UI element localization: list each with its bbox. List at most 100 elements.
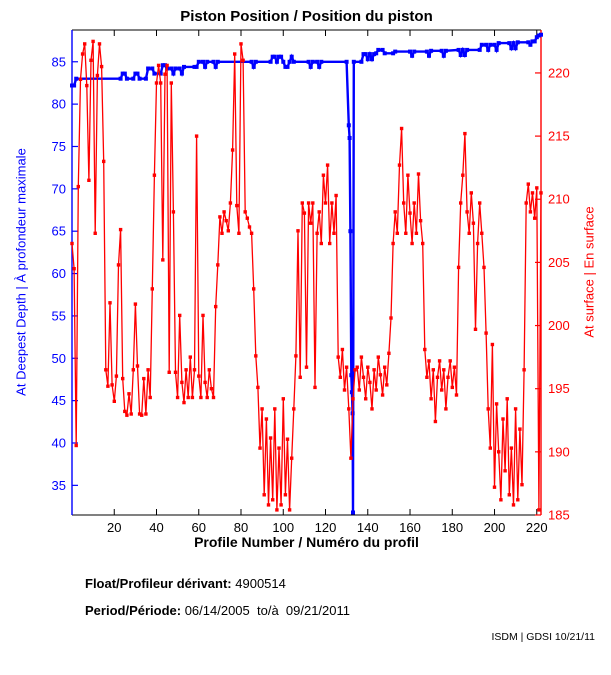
- float-value: 4900514: [235, 576, 286, 591]
- piston-at-deepest-depth-marker: [268, 59, 273, 64]
- left-tick-label: 50: [52, 351, 66, 366]
- piston-at-deepest-depth-marker: [308, 64, 313, 69]
- piston-at-surface-marker: [99, 64, 104, 69]
- piston-at-surface-marker: [78, 77, 83, 81]
- piston-at-surface-marker: [239, 42, 243, 46]
- piston-at-surface-marker: [169, 81, 173, 85]
- piston-at-surface-marker: [233, 52, 237, 56]
- piston-at-deepest-depth-marker: [460, 47, 465, 52]
- piston-at-deepest-depth-marker: [201, 59, 205, 64]
- piston-at-surface-marker: [383, 365, 387, 369]
- piston-at-surface-marker: [444, 407, 448, 411]
- piston-at-surface-marker: [186, 395, 190, 400]
- piston-at-deepest-depth-marker: [456, 47, 461, 52]
- piston-at-surface-marker: [163, 72, 167, 76]
- left-tick-label: 45: [52, 393, 66, 408]
- piston-at-surface-marker: [104, 368, 108, 372]
- piston-at-deepest-depth-marker: [205, 59, 210, 64]
- piston-at-deepest-depth-marker: [494, 47, 499, 52]
- piston-at-surface-marker: [488, 446, 492, 450]
- piston-at-surface-marker: [110, 383, 114, 387]
- piston-at-surface-marker: [154, 81, 159, 85]
- piston-at-surface-marker: [80, 52, 85, 56]
- piston-at-deepest-depth-marker: [133, 71, 138, 76]
- piston-at-deepest-depth-marker: [163, 63, 167, 68]
- piston-at-surface-marker: [118, 227, 123, 232]
- piston-at-surface-marker: [87, 178, 91, 182]
- piston-at-deepest-depth-marker: [528, 42, 533, 47]
- piston-at-deepest-depth-marker: [511, 41, 516, 46]
- piston-at-surface-marker: [450, 385, 454, 390]
- piston-at-surface-marker: [387, 351, 391, 355]
- piston-at-deepest-depth-marker: [515, 40, 520, 45]
- piston-at-surface-marker: [539, 191, 543, 195]
- piston-at-surface-marker: [271, 498, 275, 502]
- piston-at-surface-marker: [370, 407, 374, 411]
- piston-at-surface-marker: [165, 63, 169, 68]
- piston-at-deepest-depth-marker: [412, 49, 417, 54]
- piston-at-surface-marker: [290, 456, 294, 460]
- piston-at-deepest-depth-marker: [382, 51, 387, 56]
- right-tick-label: 205: [548, 255, 570, 270]
- piston-at-surface-marker: [300, 201, 304, 205]
- piston-at-surface-marker: [214, 304, 218, 309]
- piston-at-surface-marker: [243, 210, 247, 214]
- piston-at-deepest-depth-marker: [526, 40, 531, 45]
- piston-at-surface-marker: [317, 210, 321, 214]
- piston-at-deepest-depth-marker: [530, 39, 535, 44]
- float-label: Float/Profileur dérivant:: [85, 576, 232, 591]
- piston-at-deepest-depth-marker: [146, 66, 151, 71]
- piston-at-surface-marker: [368, 380, 372, 385]
- piston-at-surface-marker: [418, 219, 423, 223]
- piston-at-surface-marker: [116, 263, 121, 267]
- piston-at-surface-marker: [503, 469, 507, 473]
- piston-at-deepest-depth-marker: [137, 76, 142, 81]
- piston-at-surface-marker: [304, 365, 309, 369]
- piston-at-deepest-depth-marker: [408, 49, 412, 54]
- piston-at-surface-marker: [114, 374, 119, 378]
- piston-at-deepest-depth-marker: [171, 71, 176, 76]
- piston-at-deepest-depth-marker: [122, 71, 127, 76]
- piston-at-deepest-depth-marker: [507, 41, 512, 46]
- piston-at-surface-marker: [336, 355, 340, 359]
- piston-at-deepest-depth-marker: [372, 52, 377, 57]
- piston-at-surface-marker: [150, 287, 154, 291]
- piston-at-surface-marker: [283, 493, 288, 497]
- piston-at-deepest-depth-marker: [509, 46, 514, 51]
- piston-at-surface-marker: [133, 302, 138, 306]
- piston-at-deepest-depth-marker: [319, 59, 324, 64]
- piston-at-deepest-depth-marker: [182, 64, 186, 69]
- piston-at-surface-marker: [402, 201, 406, 205]
- piston-at-surface-marker: [361, 375, 366, 379]
- piston-at-deepest-depth-marker: [346, 123, 351, 128]
- piston-at-surface-marker: [344, 365, 349, 369]
- piston-at-deepest-depth-marker: [274, 59, 279, 64]
- piston-at-surface-marker: [397, 163, 402, 167]
- piston-at-surface-marker: [395, 231, 399, 235]
- piston-at-deepest-depth-marker: [349, 373, 354, 378]
- piston-at-deepest-depth-marker: [462, 53, 467, 57]
- piston-at-surface-marker: [268, 436, 273, 440]
- piston-at-surface-marker: [330, 201, 334, 205]
- piston-at-surface-marker: [364, 397, 368, 401]
- piston-at-surface-marker: [518, 427, 522, 431]
- chart-title: Piston Position / Position du piston: [180, 8, 433, 25]
- piston-at-deepest-depth-marker: [365, 57, 370, 62]
- piston-at-surface-marker: [323, 201, 328, 205]
- piston-at-surface-marker: [391, 241, 395, 246]
- left-tick-label: 85: [52, 54, 66, 69]
- piston-at-deepest-depth-marker: [536, 33, 541, 38]
- piston-at-surface-marker: [230, 148, 235, 152]
- piston-at-surface-marker: [385, 383, 389, 387]
- piston-at-surface-marker: [347, 407, 351, 411]
- left-tick-label: 60: [52, 266, 66, 281]
- left-tick-label: 40: [52, 435, 66, 450]
- piston-at-deepest-depth-marker: [249, 59, 254, 64]
- piston-at-surface-marker: [201, 313, 205, 318]
- piston-at-surface-marker: [465, 210, 469, 214]
- piston-at-surface-marker: [461, 173, 465, 177]
- piston-at-surface-marker: [209, 387, 214, 391]
- piston-at-surface-marker: [256, 385, 260, 390]
- piston-at-surface-marker: [349, 456, 353, 460]
